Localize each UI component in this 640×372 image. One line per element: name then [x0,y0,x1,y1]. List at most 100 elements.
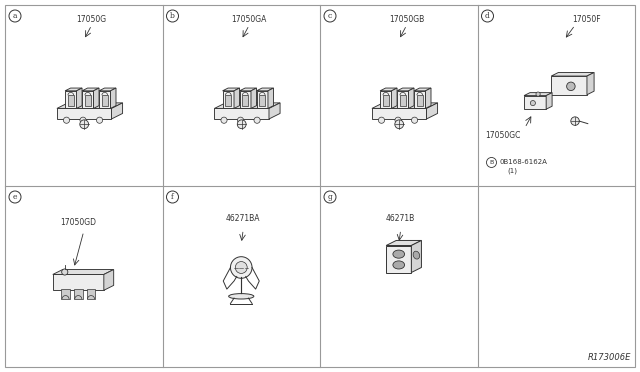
Polygon shape [546,93,552,109]
Circle shape [378,117,385,123]
Ellipse shape [228,294,254,299]
Polygon shape [414,91,426,108]
Polygon shape [104,270,114,290]
Polygon shape [397,88,414,91]
Text: b: b [170,12,175,20]
Polygon shape [86,289,95,299]
Text: (1): (1) [508,167,518,174]
Circle shape [566,82,575,91]
Polygon shape [65,88,82,91]
Circle shape [237,117,244,123]
Text: 17050F: 17050F [572,15,600,23]
Text: R173006E: R173006E [588,353,631,362]
Polygon shape [84,95,91,106]
Text: 17050GC: 17050GC [486,131,521,140]
Text: B: B [490,160,493,165]
Circle shape [395,117,401,123]
Polygon shape [99,91,111,108]
Polygon shape [111,103,123,119]
Circle shape [61,269,68,275]
Ellipse shape [413,251,420,259]
Polygon shape [93,88,99,108]
Text: f: f [171,193,174,201]
Polygon shape [386,246,412,273]
Polygon shape [426,103,438,119]
Text: 17050GB: 17050GB [389,15,424,23]
Polygon shape [99,88,116,91]
Circle shape [486,157,497,167]
Polygon shape [257,91,268,108]
Polygon shape [239,88,257,91]
Circle shape [395,120,404,129]
Polygon shape [214,103,280,108]
Circle shape [80,120,88,129]
Polygon shape [223,91,234,108]
Circle shape [63,117,70,123]
Polygon shape [257,88,273,91]
Polygon shape [57,103,123,108]
Circle shape [531,100,536,106]
Polygon shape [77,88,82,108]
Polygon shape [214,108,269,119]
Polygon shape [82,88,99,91]
Polygon shape [259,95,266,106]
Polygon shape [412,240,421,273]
Polygon shape [399,95,406,106]
Text: 46271B: 46271B [386,214,415,223]
Polygon shape [397,91,408,108]
Circle shape [536,92,540,96]
Polygon shape [408,88,414,108]
Text: 46271BA: 46271BA [226,214,260,223]
Circle shape [254,117,260,123]
Text: 0B168-6162A: 0B168-6162A [499,160,547,166]
Polygon shape [269,103,280,119]
Circle shape [571,117,579,125]
Circle shape [221,117,227,123]
Polygon shape [524,93,552,96]
Polygon shape [414,88,431,91]
Polygon shape [57,108,111,119]
Ellipse shape [393,261,404,269]
Text: c: c [328,12,332,20]
Polygon shape [61,289,70,299]
Polygon shape [524,96,546,109]
Polygon shape [225,95,232,106]
Polygon shape [223,88,239,91]
Polygon shape [383,95,389,106]
Text: g: g [328,193,332,201]
Polygon shape [426,88,431,108]
Text: 17050G: 17050G [77,15,107,23]
Circle shape [236,262,247,273]
Text: e: e [13,193,17,201]
Polygon shape [102,95,108,106]
Circle shape [230,257,252,278]
Polygon shape [68,95,74,106]
Polygon shape [268,88,273,108]
Polygon shape [380,88,397,91]
Polygon shape [242,95,248,106]
Polygon shape [52,270,114,275]
Polygon shape [111,88,116,108]
Polygon shape [587,73,594,95]
Polygon shape [386,240,421,246]
Polygon shape [239,91,251,108]
Polygon shape [372,103,438,108]
Polygon shape [65,91,77,108]
Circle shape [412,117,418,123]
Polygon shape [417,95,423,106]
Polygon shape [551,76,587,95]
Polygon shape [234,88,239,108]
Polygon shape [551,73,594,76]
Polygon shape [392,88,397,108]
Ellipse shape [393,250,404,258]
Text: 17050GA: 17050GA [232,15,267,23]
Circle shape [80,117,86,123]
Text: 17050GD: 17050GD [60,218,96,227]
Polygon shape [82,91,93,108]
Polygon shape [380,91,392,108]
Polygon shape [372,108,426,119]
Polygon shape [52,275,104,290]
Circle shape [237,120,246,129]
Text: a: a [13,12,17,20]
Polygon shape [74,289,83,299]
